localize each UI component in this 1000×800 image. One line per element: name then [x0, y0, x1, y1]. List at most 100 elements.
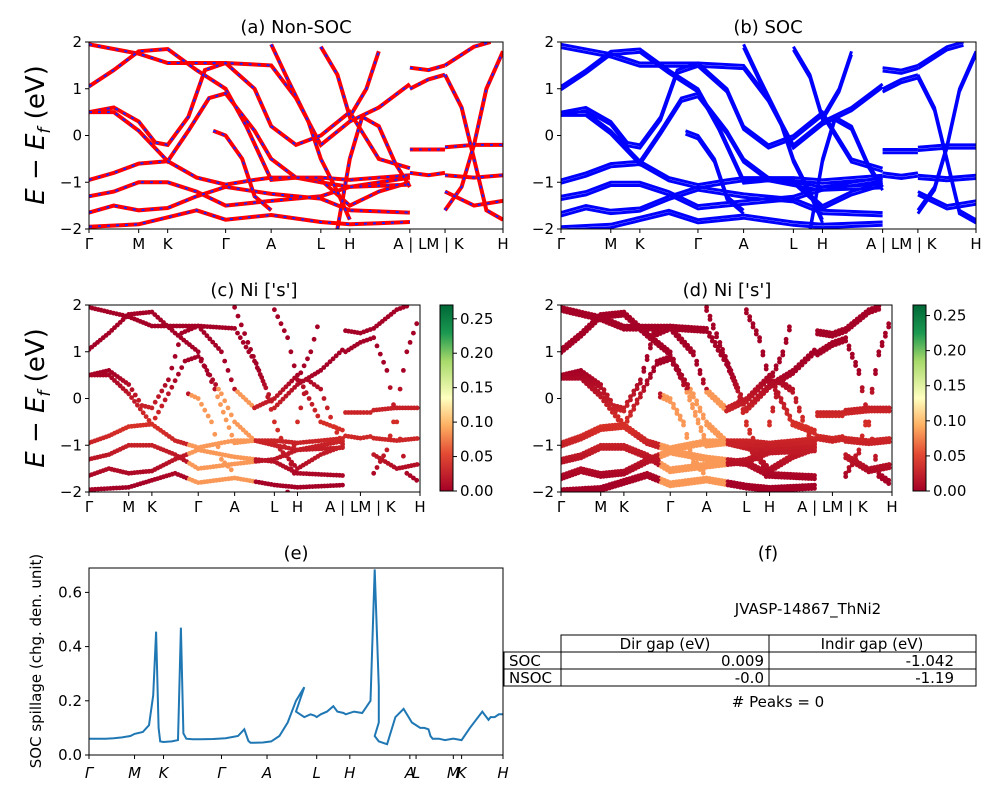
band-point — [631, 403, 637, 409]
band-point — [757, 335, 762, 341]
xtick-label: M — [604, 235, 617, 253]
ytick-label: 2 — [544, 296, 554, 314]
band-point — [757, 455, 762, 461]
band-point — [879, 343, 885, 349]
band-point — [411, 330, 416, 336]
soc-band-line — [684, 129, 745, 212]
band-point — [803, 427, 809, 433]
band-point — [780, 352, 786, 358]
band-point — [604, 402, 609, 408]
ytick-label: 1 — [72, 343, 82, 361]
band-point — [381, 453, 386, 459]
xtick-label: Γ — [85, 498, 94, 516]
band-point — [210, 377, 216, 383]
band-point — [671, 405, 676, 410]
band-point — [286, 456, 292, 462]
table-header-dir: Dir gap (eV) — [620, 635, 711, 653]
ytick-label: 0 — [544, 390, 554, 408]
ytick-label: 0.6 — [58, 583, 82, 601]
band-point — [677, 413, 683, 419]
xtick-label: K — [147, 498, 158, 516]
band-point — [694, 463, 700, 469]
band-point — [750, 324, 756, 330]
band-point — [209, 419, 214, 425]
band-point — [685, 346, 690, 351]
band-point — [291, 470, 297, 476]
band-point — [204, 368, 210, 373]
band-point — [598, 385, 604, 391]
band-point — [367, 410, 373, 415]
band-point — [886, 465, 892, 471]
band-point — [172, 354, 178, 359]
band-point — [205, 413, 211, 419]
band-point — [723, 354, 728, 359]
band-point — [609, 409, 615, 415]
band-point — [265, 394, 271, 400]
band-point — [286, 390, 292, 396]
band-point — [734, 385, 739, 391]
panel-b-title: (b) SOC — [733, 17, 802, 38]
axes-frame — [88, 567, 504, 756]
ytick-label: 1 — [544, 343, 554, 361]
xtick-label: M | K — [899, 235, 938, 253]
band-point — [248, 347, 254, 352]
band-point — [760, 469, 766, 475]
soc-band-line — [792, 49, 853, 124]
band-point — [278, 435, 284, 441]
band-point — [401, 368, 406, 373]
band-point — [129, 387, 135, 393]
band-point — [140, 410, 146, 416]
band-point — [784, 411, 790, 416]
band-point — [843, 335, 849, 341]
band-point — [172, 378, 178, 384]
band-ylabel-mid: E − Ef (eV) — [21, 328, 55, 468]
ytick-label: −1 — [60, 436, 82, 454]
soc-band-line — [882, 174, 919, 181]
band-point — [238, 322, 244, 328]
band-point — [387, 433, 393, 439]
band-point — [285, 489, 290, 492]
band-point — [404, 305, 410, 309]
band-point — [859, 436, 865, 442]
band-point — [853, 363, 858, 368]
band-point — [869, 390, 875, 395]
band-point — [195, 396, 201, 401]
band-point — [132, 392, 138, 398]
nsoc-band-line — [408, 72, 446, 91]
ylabel-mid-sub: f — [35, 388, 55, 397]
xtick-label: Γ — [194, 498, 203, 516]
ytick-label: −2 — [532, 220, 554, 238]
band-point — [690, 405, 695, 411]
band-point — [198, 326, 204, 332]
band-point — [674, 411, 680, 416]
band-point — [136, 397, 142, 403]
band-point — [833, 413, 839, 419]
band-point — [674, 407, 680, 413]
band-point — [216, 346, 221, 351]
band-point — [723, 357, 728, 363]
table-row-nsoc-indir — [768, 668, 977, 687]
band-point — [283, 393, 289, 399]
band-point — [275, 314, 281, 320]
band-point — [364, 410, 370, 415]
panel-f-title: (f) — [758, 543, 778, 564]
band-point — [397, 386, 403, 392]
band-point — [714, 331, 719, 336]
band-point — [259, 375, 265, 380]
band-point — [414, 477, 420, 483]
band-point — [289, 387, 295, 393]
band-point — [679, 376, 685, 381]
band-point — [289, 378, 295, 384]
table-soc-dir: 0.009 — [721, 652, 764, 670]
soc-band-line — [917, 190, 976, 208]
band-point — [707, 333, 712, 339]
band-point — [272, 419, 277, 425]
xtick-label: K — [159, 764, 170, 782]
xtick-label: H — [764, 498, 775, 516]
band-point — [394, 419, 400, 425]
band-point — [202, 407, 208, 413]
band-point — [371, 335, 377, 341]
band-point — [129, 395, 135, 400]
band-point — [836, 410, 842, 415]
